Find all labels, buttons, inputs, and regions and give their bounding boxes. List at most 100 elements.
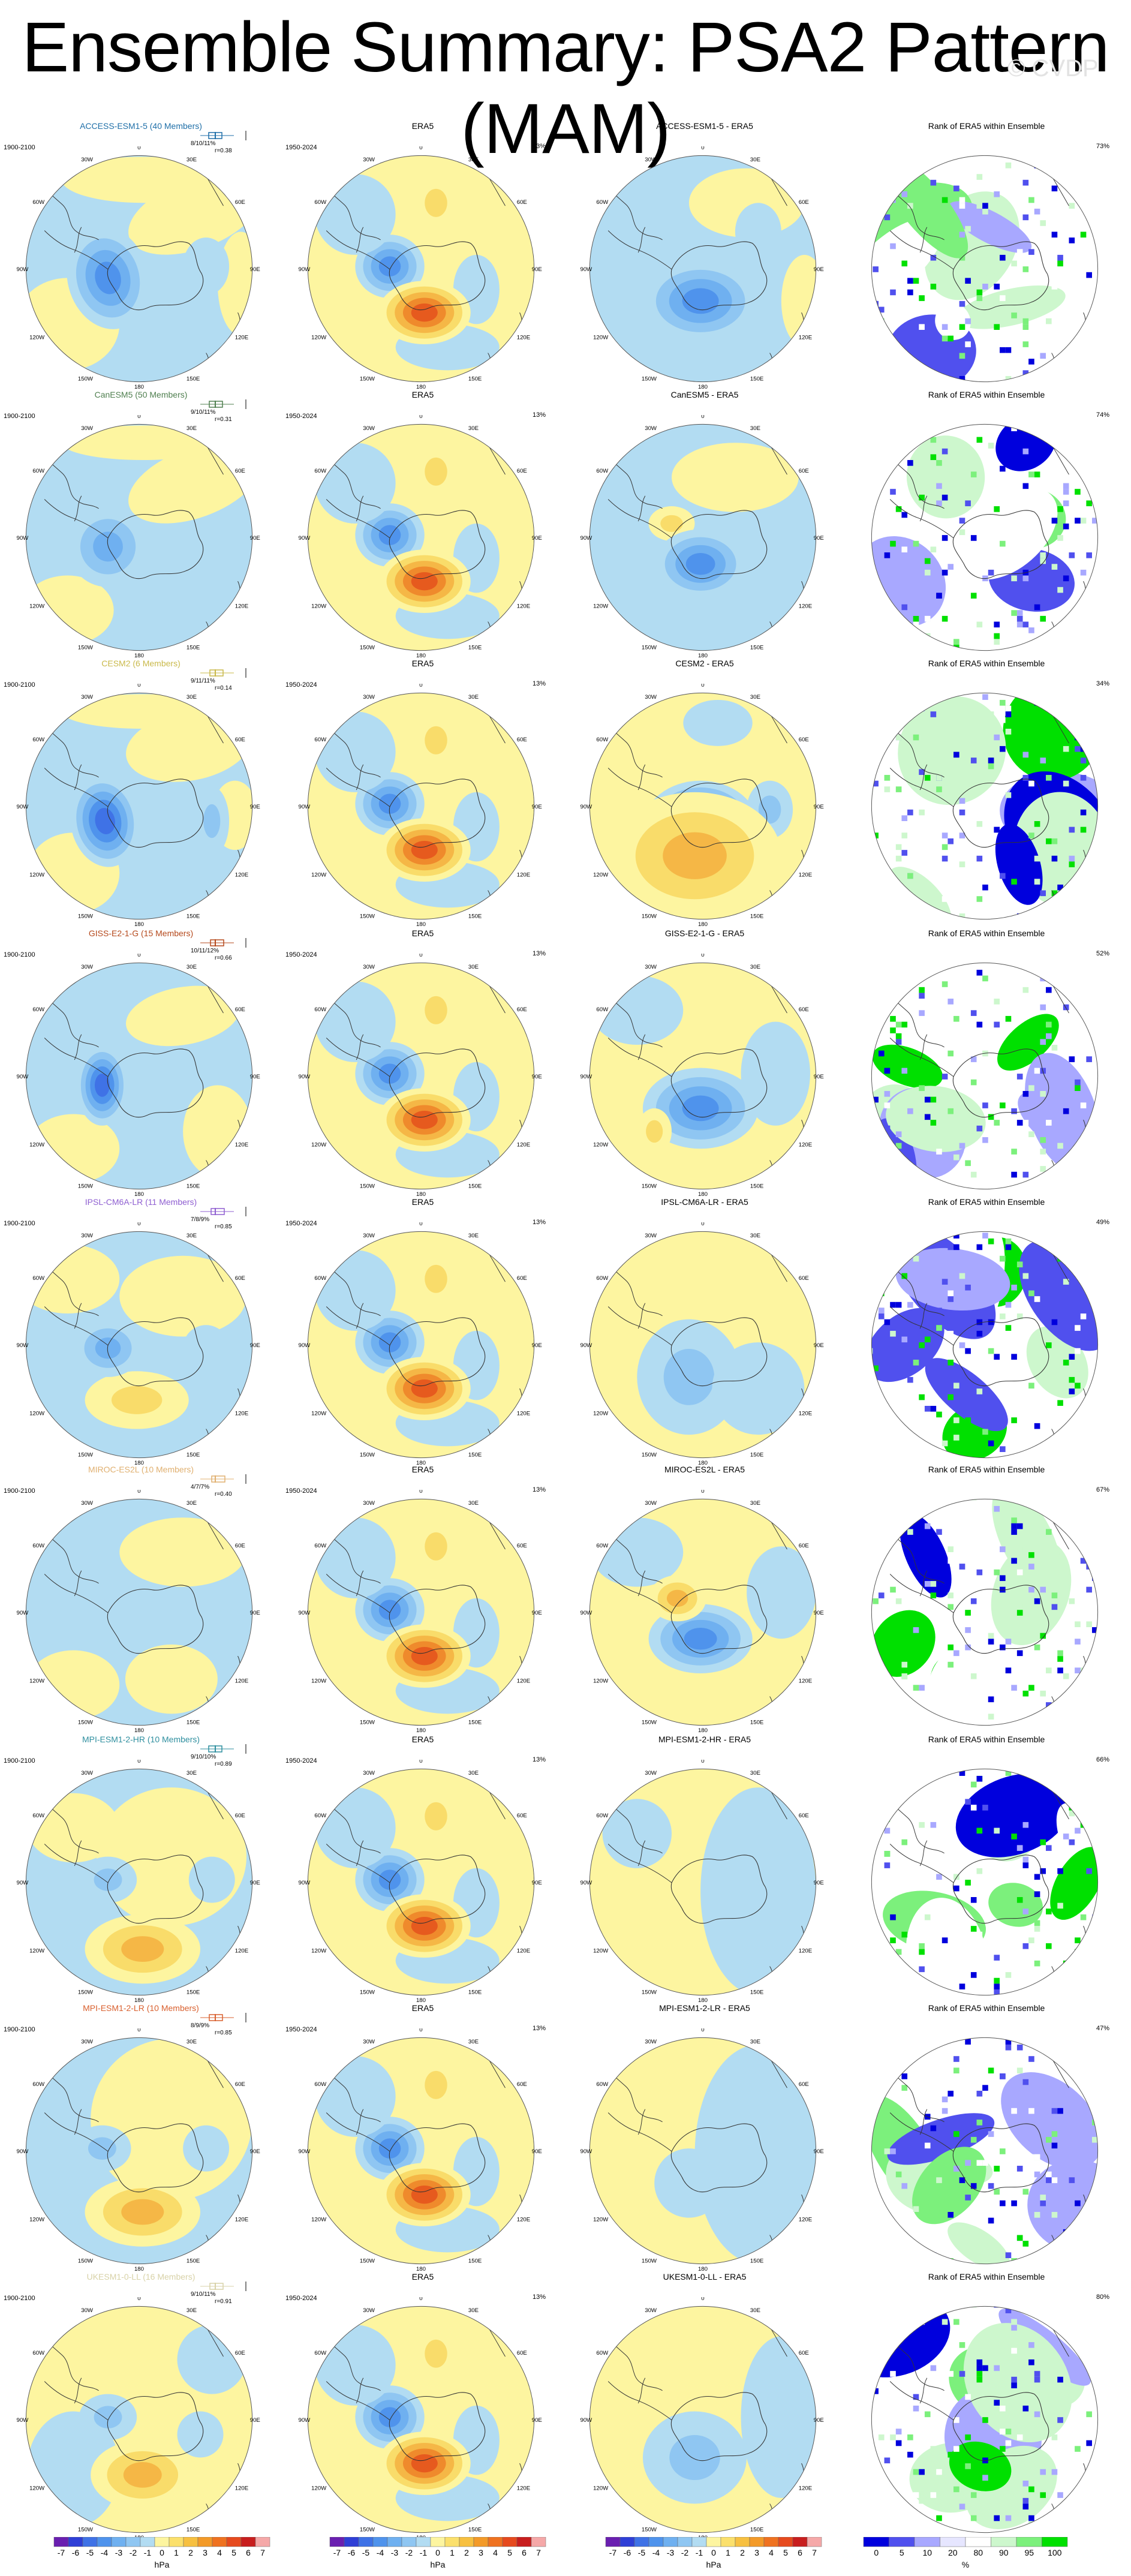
rank-cell	[1005, 272, 1012, 278]
era5-period: 1950-2024	[285, 1487, 317, 1495]
rank-cell	[942, 896, 948, 902]
lon-tick-label: 30W	[363, 157, 375, 163]
rank-cell	[930, 2365, 937, 2371]
lon-tick-label: 90E	[250, 535, 260, 542]
rank-cell	[953, 752, 959, 758]
lon-tick-label: 30W	[81, 1233, 94, 1239]
rank-cell	[924, 1406, 931, 1412]
rank-cell	[953, 1435, 959, 1441]
rank-cell	[1040, 1423, 1046, 1429]
rank-cell	[1063, 2229, 1069, 2235]
rank-panel: Rank of ERA5 within Ensemble 73%	[846, 120, 1127, 389]
rank-cell	[936, 2177, 942, 2183]
colorbar-tick-label: -5	[638, 2548, 646, 2557]
rank-cell	[895, 1949, 902, 1955]
era5-ratio: 13%	[532, 1756, 546, 1763]
difference-title: CESM2 - ERA5	[675, 659, 734, 668]
rank-cell	[965, 2394, 971, 2400]
rank-cell	[988, 2217, 994, 2224]
lon-tick-label: 90W	[580, 1342, 592, 1349]
lon-tick-label: 120W	[29, 2216, 45, 2223]
rank-cell	[1057, 1143, 1063, 1149]
colorbar-swatch	[387, 2537, 402, 2547]
rank-cell	[1028, 2521, 1034, 2527]
model-period: 1900-2100	[4, 1220, 35, 1227]
lon-tick-label: 180	[416, 1727, 426, 1734]
rank-cell	[878, 306, 885, 313]
lon-tick-label: 150W	[78, 913, 94, 920]
antarctica-coastline	[670, 241, 768, 311]
lon-tick-label: 150E	[468, 913, 482, 920]
rank-cell	[1022, 2481, 1029, 2487]
contour-shading	[712, 1342, 805, 1435]
lon-tick-label: 90E	[532, 2417, 542, 2424]
peninsula-coastline	[607, 1840, 672, 1883]
rank-cell	[1034, 1296, 1040, 1302]
rank-cell	[1000, 1546, 1006, 1552]
contour-shading	[425, 188, 447, 217]
colorbar-swatch	[255, 2537, 270, 2547]
colorbar-swatch	[430, 2537, 446, 2547]
era5-title: ERA5	[411, 121, 434, 131]
contour-shading	[646, 1120, 663, 1143]
rank-cell	[930, 179, 937, 186]
colorbar-swatch	[749, 2537, 765, 2547]
model-panel: CESM2 (6 Members) 1900-2100 9/11/11% r=0.14…	[0, 657, 282, 928]
contour-shading	[411, 1379, 438, 1398]
rank-cell	[994, 734, 1000, 741]
rank-cell	[873, 424, 879, 426]
rank-map	[871, 1498, 1099, 1726]
lon-tick-label: 60E	[799, 2350, 809, 2356]
rank-cell	[901, 1231, 908, 1233]
rank-cell	[988, 1238, 994, 1245]
rank-cell	[1040, 1137, 1046, 1143]
rank-cell	[873, 2319, 879, 2325]
rank-cell	[895, 855, 902, 862]
south-america-coastline	[313, 1520, 381, 1584]
rank-cell	[1051, 1592, 1058, 1598]
rank-cell	[965, 1348, 971, 1354]
era5-panel: ERA5 1950-2024 13% 0 30W 30E 60W 60E 90W 90E 120W 1…	[282, 389, 564, 659]
lon-tick-label: 150E	[750, 1183, 763, 1190]
map-border	[589, 155, 817, 383]
rank-cell	[901, 546, 908, 553]
rank-cell	[919, 1943, 925, 1949]
stats-pct: 8/9/9%	[191, 2022, 210, 2029]
lon-tick-label: 90E	[814, 1610, 824, 1616]
colorbar-swatch	[1016, 2537, 1042, 2547]
contour-shading	[663, 1348, 715, 1405]
antarctica-coastline	[952, 1585, 1049, 1654]
lon-tick-label: 30W	[645, 1770, 657, 1777]
contour-shading	[425, 996, 447, 1024]
rank-cell	[965, 2039, 971, 2045]
rank-cell	[1069, 1056, 1075, 1062]
rank-cell	[871, 2376, 873, 2383]
lon-tick-label: 30W	[363, 964, 375, 970]
whisker-plot	[200, 399, 246, 409]
lon-tick-label: 90E	[814, 1074, 824, 1080]
rank-cell	[895, 2428, 902, 2435]
rank-cell	[871, 786, 873, 792]
contour-shading	[378, 793, 401, 814]
rank-cell	[924, 1581, 931, 1587]
rank-cell	[1034, 2411, 1040, 2418]
rank-cell	[988, 569, 994, 576]
rank-cell	[1040, 1004, 1046, 1011]
rank-cell	[901, 1868, 908, 1874]
rank-cell	[976, 1868, 983, 1874]
contour-shading	[95, 261, 121, 294]
rank-cell	[1028, 471, 1034, 477]
rank-cell	[884, 1500, 891, 1506]
rank-cell	[919, 1371, 925, 1377]
rank-cell	[959, 798, 965, 804]
contour-shading	[700, 1787, 816, 1995]
lon-tick-label: 150W	[642, 2527, 657, 2533]
lon-tick-label: 150E	[468, 2527, 482, 2533]
rank-cell	[890, 1972, 896, 1978]
colorbar-tick-label: -3	[115, 2548, 123, 2557]
rank-cell	[1028, 780, 1034, 787]
